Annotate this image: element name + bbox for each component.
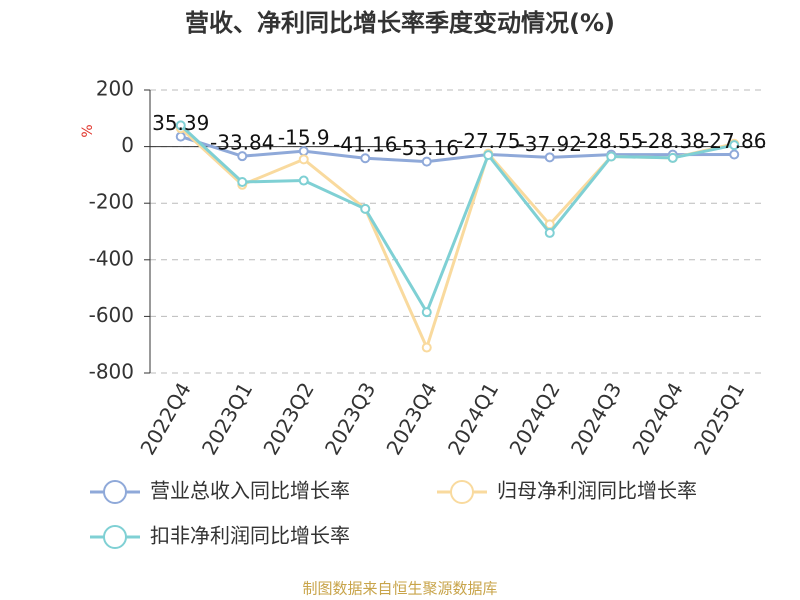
data-label: -33.84 [210, 131, 274, 155]
data-point [298, 154, 309, 165]
x-tick-label: 2024Q1 [443, 378, 503, 459]
data-label: -28.55 [579, 129, 643, 153]
legend-label: 扣非净利润同比增长率 [150, 524, 350, 548]
data-label: -53.16 [395, 136, 459, 160]
data-point [237, 151, 248, 162]
data-point [544, 152, 555, 163]
data-point [544, 227, 555, 238]
x-tick-label: 2023Q4 [381, 378, 441, 459]
series-line [179, 127, 735, 352]
legend-marker [103, 480, 127, 504]
legend-marker [103, 525, 127, 549]
data-point [421, 156, 432, 167]
series-line [179, 124, 735, 316]
legend-label: 营业总收入同比增长率 [150, 479, 350, 503]
data-label: -37.92 [518, 132, 582, 156]
data-point [606, 151, 617, 162]
data-label: -15.9 [278, 126, 330, 150]
data-label: -28.38 [641, 129, 705, 153]
x-tick-label: 2024Q4 [627, 378, 687, 459]
y-tick-label: 200 [96, 77, 134, 101]
y-tick-label: -400 [89, 246, 134, 270]
data-label: -27.86 [702, 129, 766, 153]
data-point [360, 203, 371, 214]
x-tick-label: 2023Q1 [197, 378, 257, 459]
data-label: -27.75 [456, 129, 520, 153]
data-label: -41.16 [333, 133, 397, 157]
data-point [421, 307, 432, 318]
x-tick-label: 2023Q3 [320, 378, 380, 459]
legend-marker [450, 480, 474, 504]
chart-title: 营收、净利同比增长率季度变动情况(%) [185, 9, 615, 37]
x-tick-label: 2024Q3 [566, 378, 626, 459]
data-point [175, 120, 186, 131]
data-point [729, 149, 740, 160]
x-tick-label: 2024Q2 [504, 378, 564, 459]
x-tick-label: 2023Q2 [258, 378, 318, 459]
data-point [667, 152, 678, 163]
data-point [729, 140, 740, 151]
data-label: 35.39 [152, 111, 209, 135]
source-note: 制图数据来自恒生聚源数据库 [302, 580, 497, 598]
data-point [237, 176, 248, 187]
x-tick-label: 2025Q1 [689, 378, 749, 459]
x-tick-label: 2022Q4 [135, 378, 195, 459]
data-point [483, 150, 494, 161]
series-line [180, 135, 735, 164]
y-axis-label: % [80, 124, 96, 137]
y-tick-label: -600 [89, 303, 134, 327]
data-point [421, 342, 432, 353]
y-tick-label: 0 [121, 133, 134, 157]
data-point [360, 153, 371, 164]
data-point [298, 175, 309, 186]
y-tick-label: -200 [89, 190, 134, 214]
legend-label: 归母净利润同比增长率 [497, 479, 697, 503]
y-tick-label: -800 [89, 360, 134, 384]
